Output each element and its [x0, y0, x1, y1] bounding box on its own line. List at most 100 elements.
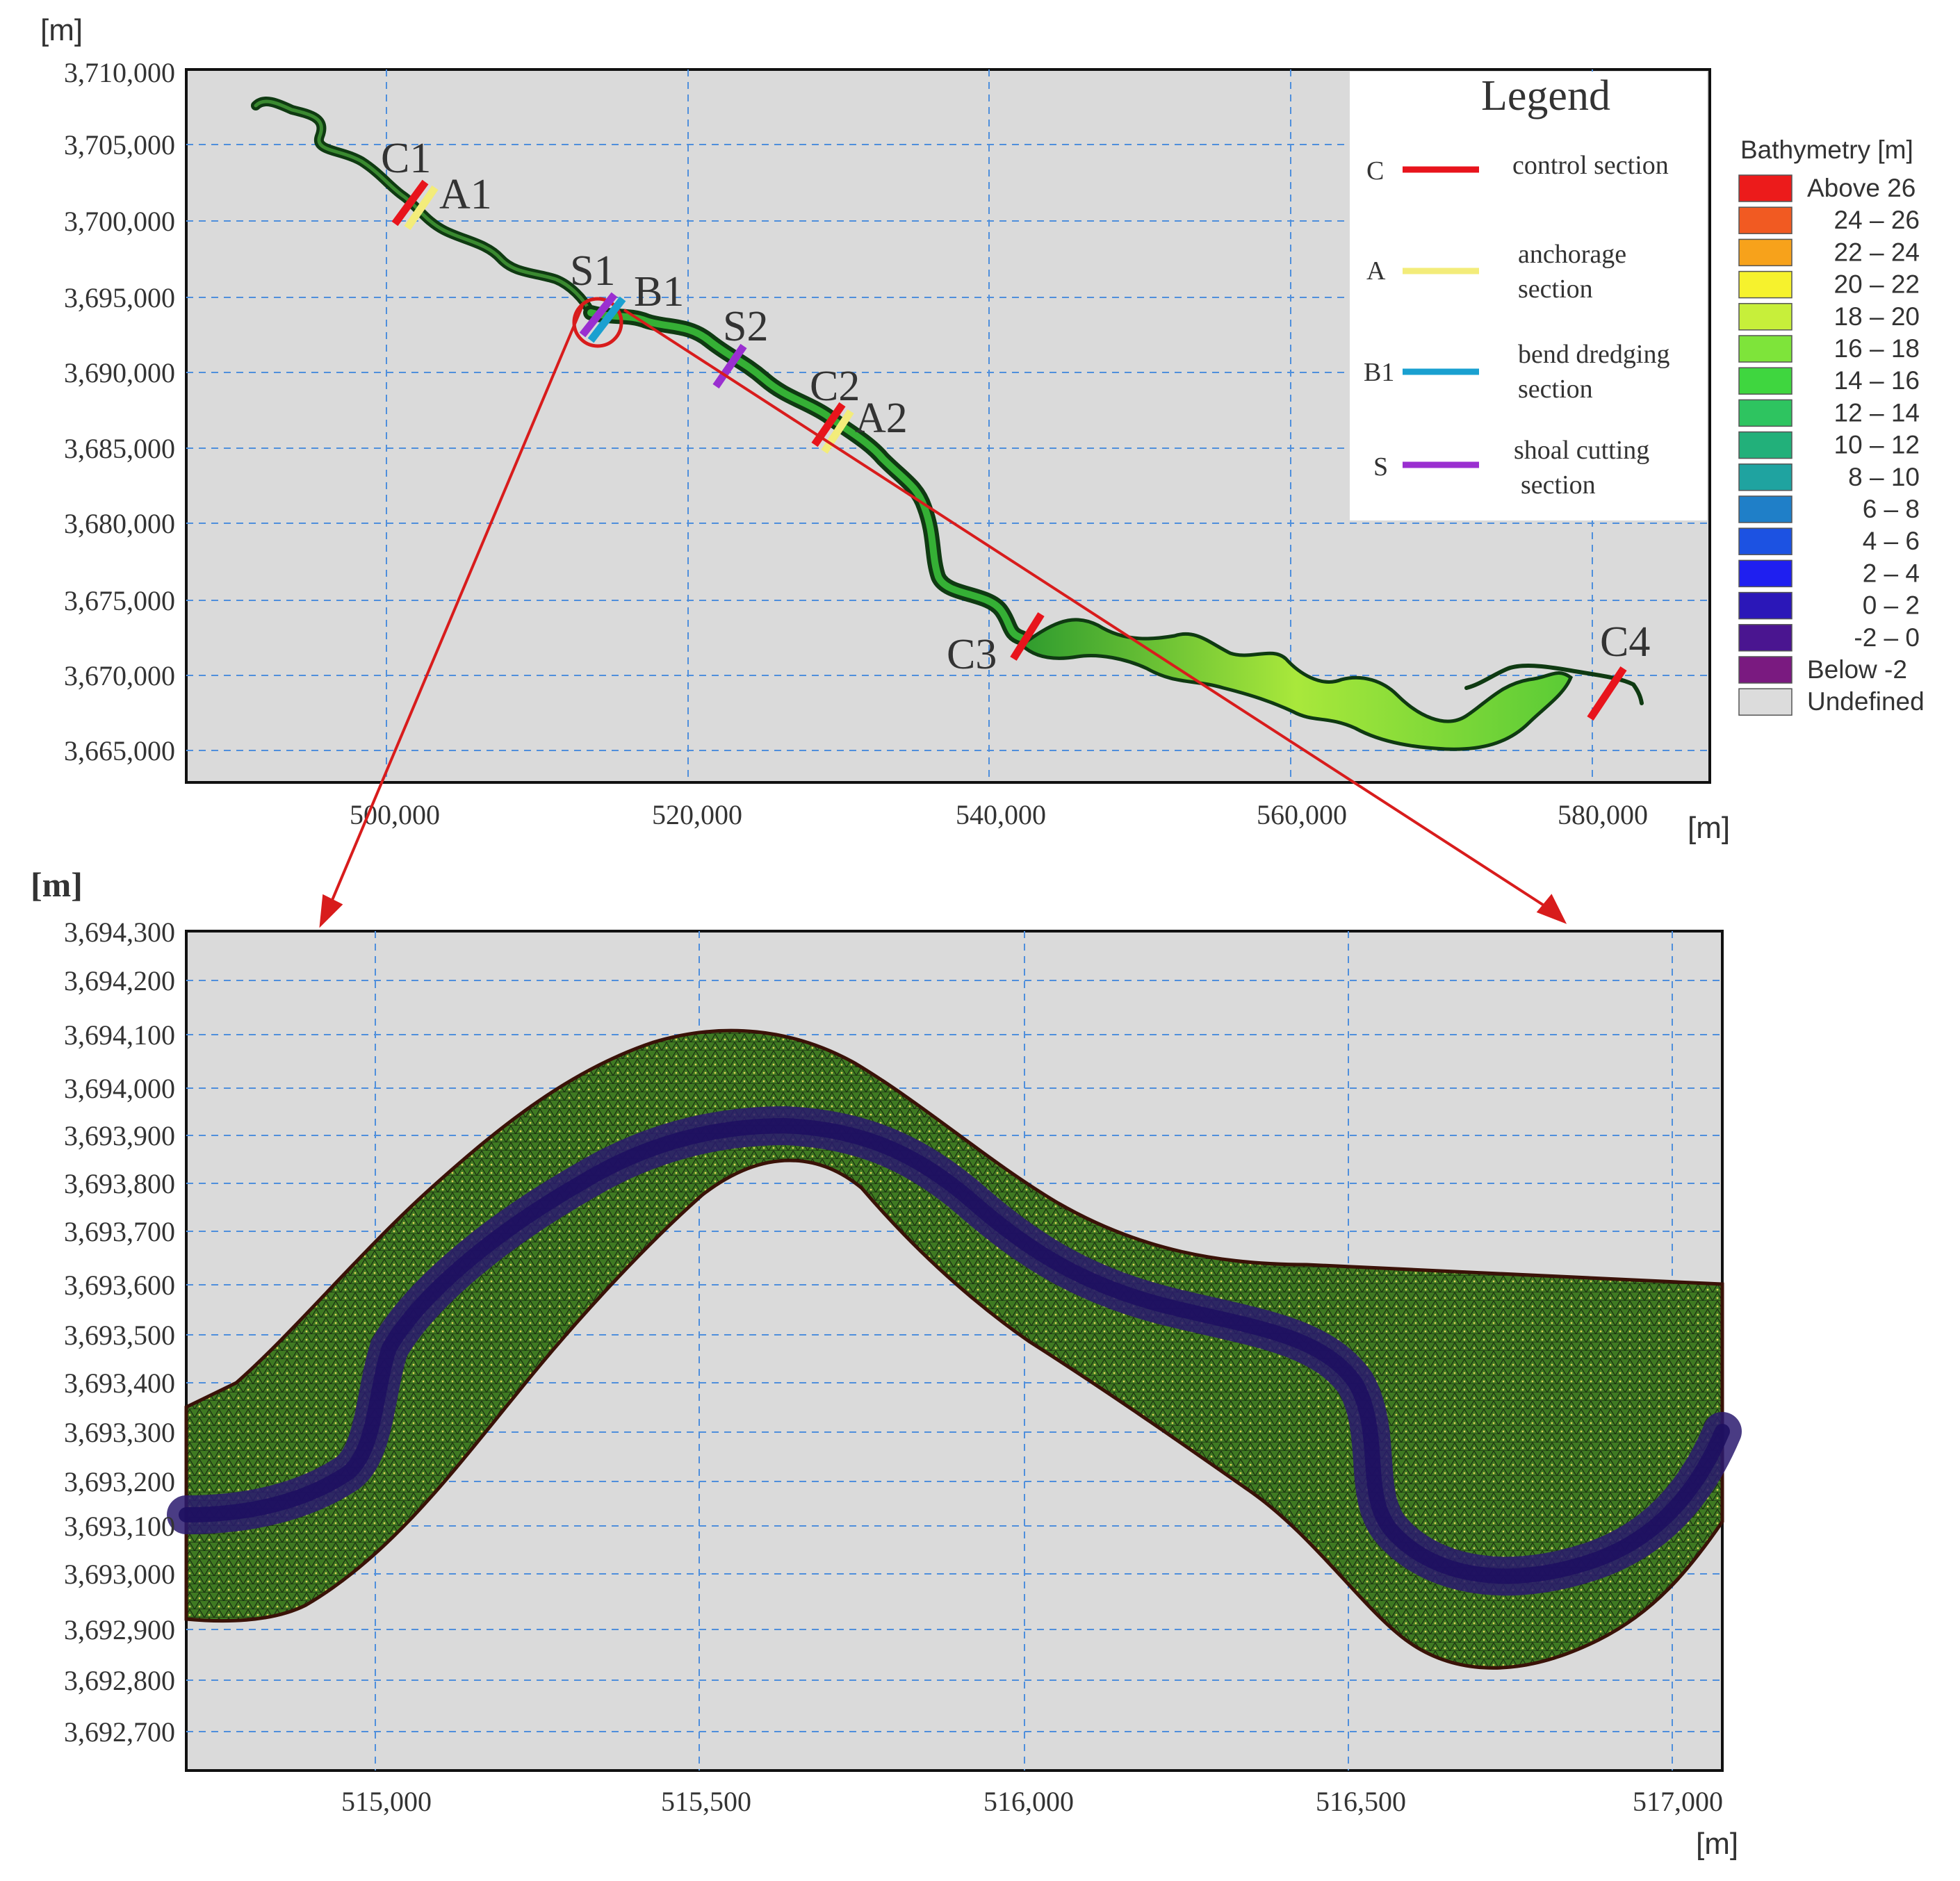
- section-b1-mark: [587, 296, 626, 343]
- detail-y-ticks: 3,694,300 3,694,200 3,694,100 3,694,000 …: [64, 917, 175, 1748]
- y-tick: 3,693,900: [64, 1120, 175, 1151]
- legend-label: control section: [1512, 151, 1669, 180]
- y-tick: 3,692,800: [64, 1665, 175, 1696]
- x-tick: 520,000: [652, 799, 742, 830]
- section-c1-mark: [391, 179, 429, 227]
- bathymetry-label: 6 – 8: [1863, 495, 1920, 523]
- bathymetry-label: Above 26: [1807, 174, 1916, 202]
- bathymetry-label: 2 – 4: [1863, 559, 1920, 587]
- section-labels: C1 A1 S1 B1 S2 C2 A2 C3 C4: [381, 135, 1650, 678]
- bathymetry-label: 10 – 12: [1834, 431, 1920, 459]
- y-tick: 3,693,600: [64, 1270, 175, 1301]
- y-tick: 3,690,000: [64, 357, 175, 388]
- section-c2-mark: [811, 402, 846, 447]
- y-tick: 3,693,100: [64, 1511, 175, 1542]
- overview-y-ticks: 3,710,000 3,705,000 3,700,000 3,695,000 …: [64, 57, 175, 766]
- bathymetry-swatch: [1738, 174, 1792, 202]
- bathymetry-label: 18 – 20: [1834, 302, 1920, 331]
- bathymetry-label: 20 – 22: [1834, 270, 1920, 299]
- legend-key: C: [1366, 156, 1384, 186]
- bathymetry-swatch: [1738, 367, 1792, 395]
- lower-estuary: [1019, 618, 1574, 751]
- legend-item-anchorage: A anchorage section: [1366, 240, 1626, 304]
- overview-x-unit: [m]: [1688, 811, 1730, 845]
- x-tick: 517,000: [1633, 1786, 1723, 1817]
- bathymetry-label: 4 – 6: [1863, 527, 1920, 555]
- x-tick: 515,500: [661, 1786, 751, 1817]
- bathymetry-label: 16 – 18: [1834, 334, 1920, 363]
- bathymetry-swatch: [1738, 591, 1792, 620]
- bathymetry-swatch: [1738, 303, 1792, 331]
- y-tick: 3,693,300: [64, 1417, 175, 1448]
- section-c4-mark: [1587, 666, 1627, 721]
- y-tick: 3,693,400: [64, 1367, 175, 1399]
- bathymetry-swatch: [1738, 399, 1792, 427]
- y-tick: 3,680,000: [64, 508, 175, 539]
- bathymetry-label: Undefined: [1807, 687, 1925, 716]
- section-label: C1: [381, 135, 431, 182]
- legend-key: S: [1373, 452, 1388, 482]
- legend-key: A: [1366, 256, 1386, 286]
- section-label: S2: [723, 303, 768, 350]
- x-tick: 516,500: [1316, 1786, 1406, 1817]
- y-tick: 3,694,100: [64, 1019, 175, 1051]
- legend-item-control: C control section: [1366, 151, 1669, 186]
- legend-label: bend dredging: [1518, 340, 1669, 369]
- bathymetry-label: Below -2: [1807, 655, 1907, 684]
- y-tick: 3,675,000: [64, 585, 175, 616]
- legend-label: section: [1518, 274, 1593, 304]
- section-label: B1: [634, 268, 684, 315]
- legend-item-shoal: S shoal cutting section: [1373, 436, 1649, 500]
- bathymetry-swatch: [1738, 238, 1792, 267]
- y-tick: 3,693,200: [64, 1466, 175, 1497]
- section-markers: [391, 179, 1627, 721]
- bathymetry-swatch: [1738, 495, 1792, 523]
- bathymetry-label: 0 – 2: [1863, 591, 1920, 620]
- legend-item-bend: B1 bend dredging section: [1364, 340, 1669, 404]
- bathymetry-swatch: [1738, 624, 1792, 652]
- y-tick: 3,665,000: [64, 735, 175, 766]
- y-tick: 3,670,000: [64, 660, 175, 691]
- overview-y-unit: [m]: [40, 13, 83, 47]
- river-channel: [251, 97, 1644, 751]
- bathymetry-swatch: [1738, 527, 1792, 555]
- y-tick: 3,693,800: [64, 1168, 175, 1199]
- detail-x-ticks: 515,000 515,500 516,000 516,500 517,000: [341, 1786, 1723, 1817]
- section-a1-mark: [404, 185, 439, 231]
- legend-label: anchorage: [1518, 240, 1626, 269]
- section-a2-mark: [821, 409, 854, 454]
- detail-river-mesh: [167, 1028, 1742, 1670]
- zoom-arrows: [319, 305, 1567, 928]
- section-label: C3: [947, 631, 997, 678]
- overview-x-ticks: 500,000 520,000 540,000 560,000 580,000: [350, 799, 1648, 830]
- x-tick: 560,000: [1257, 799, 1347, 830]
- y-tick: 3,700,000: [64, 206, 175, 237]
- x-tick: 515,000: [341, 1786, 432, 1817]
- y-tick: 3,694,000: [64, 1073, 175, 1104]
- bathymetry-label: 24 – 26: [1834, 206, 1920, 234]
- detail-x-unit: [m]: [1696, 1827, 1738, 1861]
- bathymetry-label: 14 – 16: [1834, 366, 1920, 395]
- section-label: C2: [810, 363, 860, 410]
- bathymetry-swatch: [1738, 463, 1792, 491]
- y-tick: 3,710,000: [64, 57, 175, 88]
- detail-y-unit: [m]: [31, 865, 83, 904]
- y-tick: 3,694,300: [64, 917, 175, 948]
- x-tick: 580,000: [1558, 799, 1648, 830]
- legend-label: section: [1521, 470, 1596, 500]
- y-tick: 3,695,000: [64, 282, 175, 313]
- bathymetry-label: -2 – 0: [1854, 623, 1920, 652]
- legend-box: Legend C control section A anchorage sec…: [1350, 72, 1707, 520]
- overview-map: [m] 3,710,000 3,705,000 3,700,000 3,695,…: [40, 13, 1730, 845]
- bathymetry-label: 8 – 10: [1848, 463, 1920, 491]
- legend-label: section: [1518, 375, 1593, 404]
- detail-map: [m]: [31, 865, 1742, 1861]
- y-tick: 3,693,500: [64, 1320, 175, 1351]
- bathymetry-swatch: [1738, 206, 1792, 234]
- bathymetry-label: 12 – 14: [1834, 398, 1920, 427]
- y-tick: 3,693,000: [64, 1559, 175, 1590]
- bathymetry-swatch: [1738, 431, 1792, 459]
- y-tick: 3,692,900: [64, 1614, 175, 1645]
- section-c3-mark: [1010, 612, 1045, 661]
- bathymetry-scale: Bathymetry [m] Above 26 24 – 26 22 – 24 20 …: [1738, 135, 1925, 716]
